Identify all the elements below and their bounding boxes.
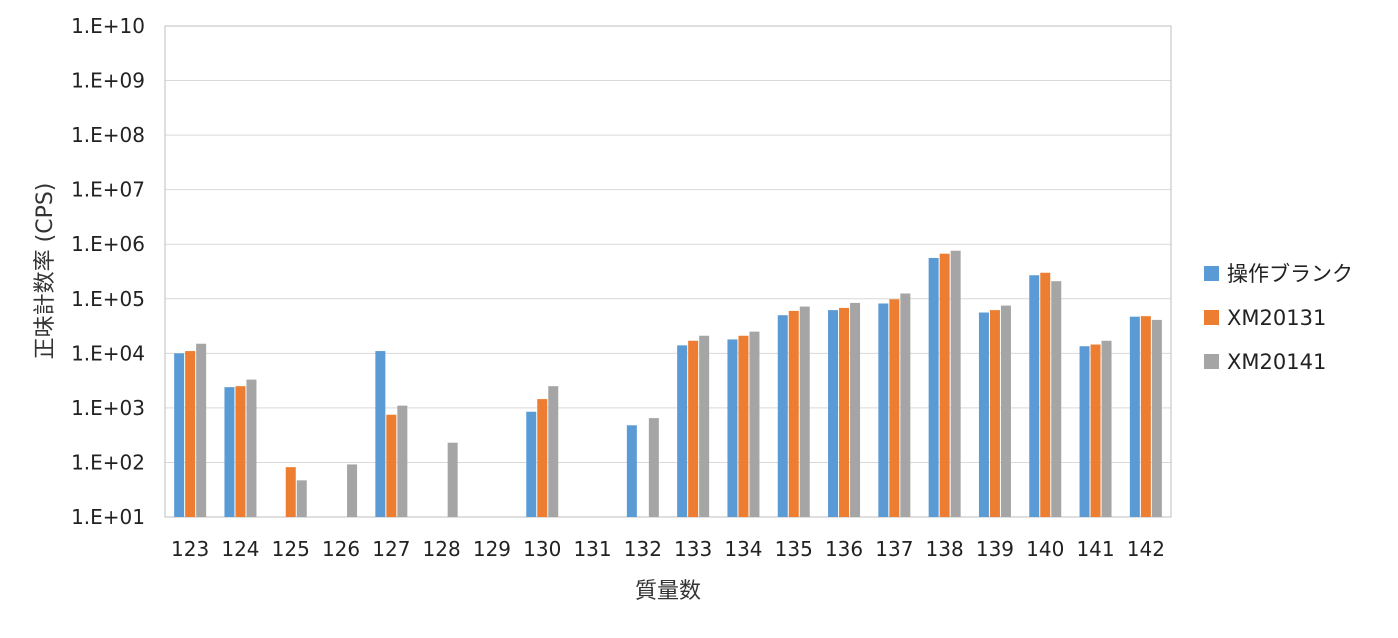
y-tick-label: 1.E+07 — [71, 178, 145, 202]
y-tick-label: 1.E+03 — [71, 396, 145, 420]
x-tick-label: 135 — [775, 537, 813, 561]
x-tick-label: 123 — [171, 537, 209, 561]
x-tick-label: 127 — [372, 537, 410, 561]
bar — [537, 399, 548, 517]
bar — [246, 379, 257, 517]
x-tick-label: 131 — [573, 537, 611, 561]
x-axis-ticks: 123 124 125 126 127 128 129 130 131 132 133 134 135 1… — [171, 537, 1165, 561]
bar — [375, 351, 386, 517]
bar — [788, 310, 799, 517]
bar — [989, 310, 1000, 517]
bar — [727, 339, 738, 517]
plot-area-border — [164, 25, 1172, 518]
bar — [648, 418, 659, 517]
bar — [1029, 275, 1040, 517]
bar — [900, 293, 911, 517]
bar — [688, 340, 699, 517]
x-tick-label: 140 — [1026, 537, 1064, 561]
bar — [777, 315, 788, 517]
x-tick-label: 128 — [423, 537, 461, 561]
legend-swatch — [1204, 354, 1219, 369]
x-axis-title: 質量数 — [635, 579, 701, 604]
bar — [850, 302, 861, 517]
x-tick-label: 134 — [724, 537, 762, 561]
x-tick-label: 136 — [825, 537, 863, 561]
bar — [839, 307, 850, 517]
bar — [347, 464, 358, 517]
bar — [1090, 344, 1101, 517]
bar — [224, 387, 235, 517]
bar — [878, 303, 889, 517]
bar — [799, 306, 810, 517]
bar — [285, 467, 296, 517]
legend-swatch — [1204, 310, 1219, 325]
bar — [1101, 340, 1112, 517]
bar — [950, 250, 961, 518]
bar — [1129, 316, 1140, 517]
bar — [1151, 319, 1162, 517]
bar — [235, 386, 246, 517]
y-axis-title: 正味計数率 (CPS) — [33, 183, 58, 360]
x-tick-label: 139 — [976, 537, 1014, 561]
bar — [928, 257, 939, 517]
x-tick-label: 124 — [221, 537, 259, 561]
bar — [1000, 305, 1011, 517]
gridlines — [165, 80, 1171, 463]
x-tick-label: 129 — [473, 537, 511, 561]
legend-label: XM20131 — [1227, 306, 1326, 330]
bar — [526, 411, 537, 517]
bar — [296, 480, 307, 517]
x-tick-label: 137 — [875, 537, 913, 561]
bar — [699, 335, 710, 517]
x-tick-label: 130 — [523, 537, 561, 561]
y-tick-label: 1.E+05 — [71, 287, 145, 311]
bar — [889, 299, 900, 517]
y-tick-label: 1.E+08 — [71, 123, 145, 147]
bar — [626, 425, 637, 517]
bar — [447, 442, 458, 517]
legend-label: 操作ブランク — [1227, 262, 1353, 286]
bar — [939, 253, 950, 517]
y-tick-label: 1.E+04 — [71, 341, 145, 365]
bar — [397, 405, 408, 517]
bar — [749, 331, 760, 517]
bar — [738, 335, 749, 517]
x-tick-label: 142 — [1127, 537, 1165, 561]
x-tick-label: 132 — [624, 537, 662, 561]
x-tick-label: 138 — [926, 537, 964, 561]
y-tick-label: 1.E+06 — [71, 232, 145, 256]
bar — [1040, 272, 1051, 517]
x-tick-label: 133 — [674, 537, 712, 561]
bar — [1140, 316, 1151, 517]
bar — [548, 386, 559, 517]
y-tick-label: 1.E+09 — [71, 69, 145, 93]
legend-label: XM20141 — [1227, 350, 1326, 374]
x-tick-label: 126 — [322, 537, 360, 561]
bar — [196, 343, 207, 517]
y-tick-label: 1.E+10 — [71, 14, 145, 38]
x-tick-label: 125 — [272, 537, 310, 561]
y-axis-ticks: 1.E+01 1.E+02 1.E+03 1.E+04 1.E+05 1.E+06 1.E+… — [71, 14, 145, 529]
bar — [386, 414, 397, 517]
legend-swatch — [1204, 266, 1219, 281]
bar — [978, 312, 989, 517]
bar — [1079, 346, 1090, 517]
bar — [185, 351, 196, 517]
x-tick-label: 141 — [1076, 537, 1114, 561]
legend: 操作ブランク XM20131 XM20141 — [1204, 262, 1353, 374]
bar — [677, 345, 688, 517]
bar — [174, 353, 185, 517]
bar — [1051, 281, 1062, 517]
y-tick-label: 1.E+02 — [71, 450, 145, 474]
bars — [174, 250, 1162, 518]
y-tick-label: 1.E+01 — [71, 505, 145, 529]
bar — [828, 310, 839, 517]
